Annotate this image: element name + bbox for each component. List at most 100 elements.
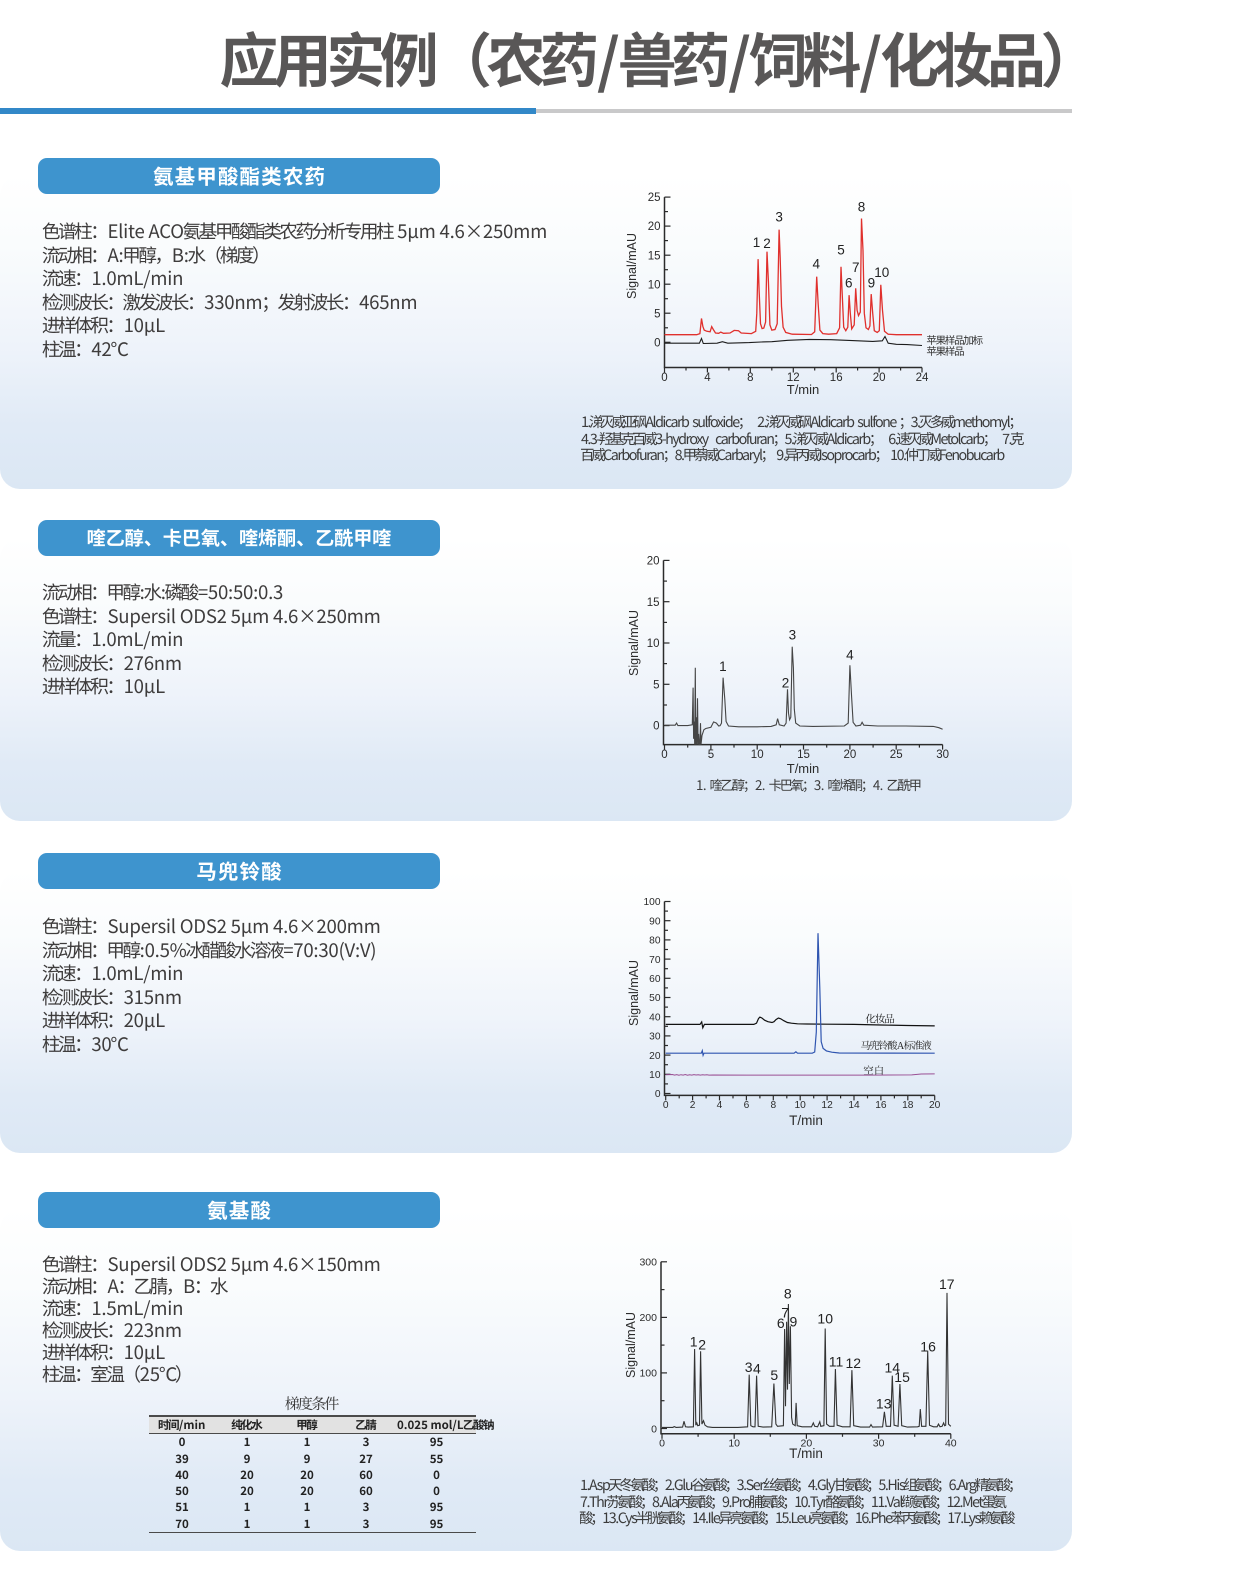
svg-text:0: 0 [659,1438,665,1450]
svg-text:0: 0 [661,372,667,384]
svg-text:4: 4 [813,257,821,272]
svg-text:20: 20 [801,1438,813,1450]
svg-text:18: 18 [902,1100,914,1111]
svg-text:8: 8 [784,1286,792,1302]
svg-text:20: 20 [844,749,857,761]
svg-text:15: 15 [797,749,810,761]
svg-text:2: 2 [698,1337,706,1353]
svg-text:300: 300 [639,1257,657,1269]
svg-text:100: 100 [644,897,661,908]
svg-text:0: 0 [655,1089,661,1100]
svg-text:5: 5 [653,679,659,691]
svg-text:20: 20 [929,1100,941,1111]
svg-text:16: 16 [920,1338,936,1354]
svg-text:16: 16 [830,372,843,384]
svg-text:9: 9 [790,1313,798,1329]
svg-text:0: 0 [654,337,660,349]
svg-text:16: 16 [875,1100,887,1111]
svg-text:15: 15 [894,1369,910,1385]
svg-text:30: 30 [649,1032,661,1043]
svg-text:8: 8 [770,1100,776,1111]
svg-text:200: 200 [639,1312,657,1324]
svg-text:0: 0 [653,721,659,733]
svg-text:40: 40 [649,1012,661,1023]
svg-text:12: 12 [846,1355,862,1371]
svg-text:1: 1 [719,659,727,674]
svg-text:10: 10 [648,279,661,291]
svg-text:Signal/mAU: Signal/mAU [627,610,641,676]
svg-text:60: 60 [649,974,661,985]
svg-text:14: 14 [885,1359,901,1375]
svg-text:0: 0 [661,749,667,761]
svg-text:15: 15 [647,597,660,609]
svg-text:化妆品: 化妆品 [865,1014,895,1026]
svg-text:0: 0 [663,1100,669,1111]
svg-text:12: 12 [787,372,800,384]
svg-text:24: 24 [916,372,929,384]
svg-text:3: 3 [789,628,797,643]
svg-text:4: 4 [753,1361,761,1377]
svg-text:2: 2 [763,236,771,251]
svg-text:30: 30 [873,1438,885,1450]
svg-text:6: 6 [845,276,853,291]
svg-text:Signal/mAU: Signal/mAU [625,233,639,299]
svg-text:20: 20 [649,1051,661,1062]
svg-text:苹果样品: 苹果样品 [926,346,965,358]
svg-text:1: 1 [753,235,761,250]
svg-text:6: 6 [744,1100,750,1111]
svg-text:空白: 空白 [863,1065,885,1077]
svg-text:8: 8 [858,200,866,215]
svg-text:7: 7 [781,1304,789,1320]
svg-text:T/min: T/min [787,761,820,776]
svg-text:马兜铃酸A标准液: 马兜铃酸A标准液 [860,1040,932,1052]
svg-text:40: 40 [945,1438,957,1450]
svg-text:5: 5 [837,243,845,258]
svg-text:Signal/mAU: Signal/mAU [627,960,641,1026]
svg-text:7: 7 [852,260,860,275]
svg-text:10: 10 [751,749,764,761]
svg-text:80: 80 [649,936,661,947]
svg-text:4: 4 [717,1100,723,1111]
svg-text:4: 4 [704,372,711,384]
svg-text:50: 50 [649,993,661,1004]
svg-text:9: 9 [868,276,876,291]
svg-text:0: 0 [651,1423,657,1435]
svg-text:10: 10 [649,1070,661,1081]
svg-text:10: 10 [647,638,660,650]
svg-text:3: 3 [745,1359,753,1375]
svg-text:30: 30 [936,749,949,761]
svg-text:5: 5 [770,1367,778,1383]
svg-text:1: 1 [690,1333,698,1349]
svg-text:14: 14 [848,1100,860,1111]
svg-text:10: 10 [874,265,889,280]
svg-text:2: 2 [690,1100,696,1111]
svg-text:11: 11 [829,1353,844,1369]
svg-text:17: 17 [939,1276,955,1292]
svg-text:3: 3 [775,210,783,225]
svg-text:T/min: T/min [789,1113,823,1128]
svg-text:20: 20 [873,372,886,384]
svg-text:20: 20 [647,556,660,568]
svg-text:10: 10 [795,1100,807,1111]
svg-text:Signal/mAU: Signal/mAU [624,1312,638,1378]
svg-text:6: 6 [777,1315,785,1331]
svg-text:25: 25 [648,192,661,204]
svg-text:70: 70 [649,955,661,966]
svg-text:8: 8 [747,372,753,384]
svg-text:12: 12 [821,1100,833,1111]
svg-text:15: 15 [648,250,661,262]
svg-text:10: 10 [728,1438,740,1450]
svg-text:5: 5 [708,749,714,761]
svg-text:苹果样品加标: 苹果样品加标 [926,335,983,347]
svg-text:90: 90 [649,916,661,927]
svg-text:20: 20 [648,221,661,233]
svg-text:25: 25 [890,749,903,761]
svg-text:T/min: T/min [789,1446,823,1461]
svg-text:T/min: T/min [787,382,820,397]
svg-text:100: 100 [639,1368,657,1380]
svg-text:5: 5 [654,308,660,320]
svg-text:4: 4 [846,648,854,663]
svg-text:10: 10 [817,1311,833,1327]
svg-text:2: 2 [782,676,790,691]
svg-text:13: 13 [876,1396,892,1412]
